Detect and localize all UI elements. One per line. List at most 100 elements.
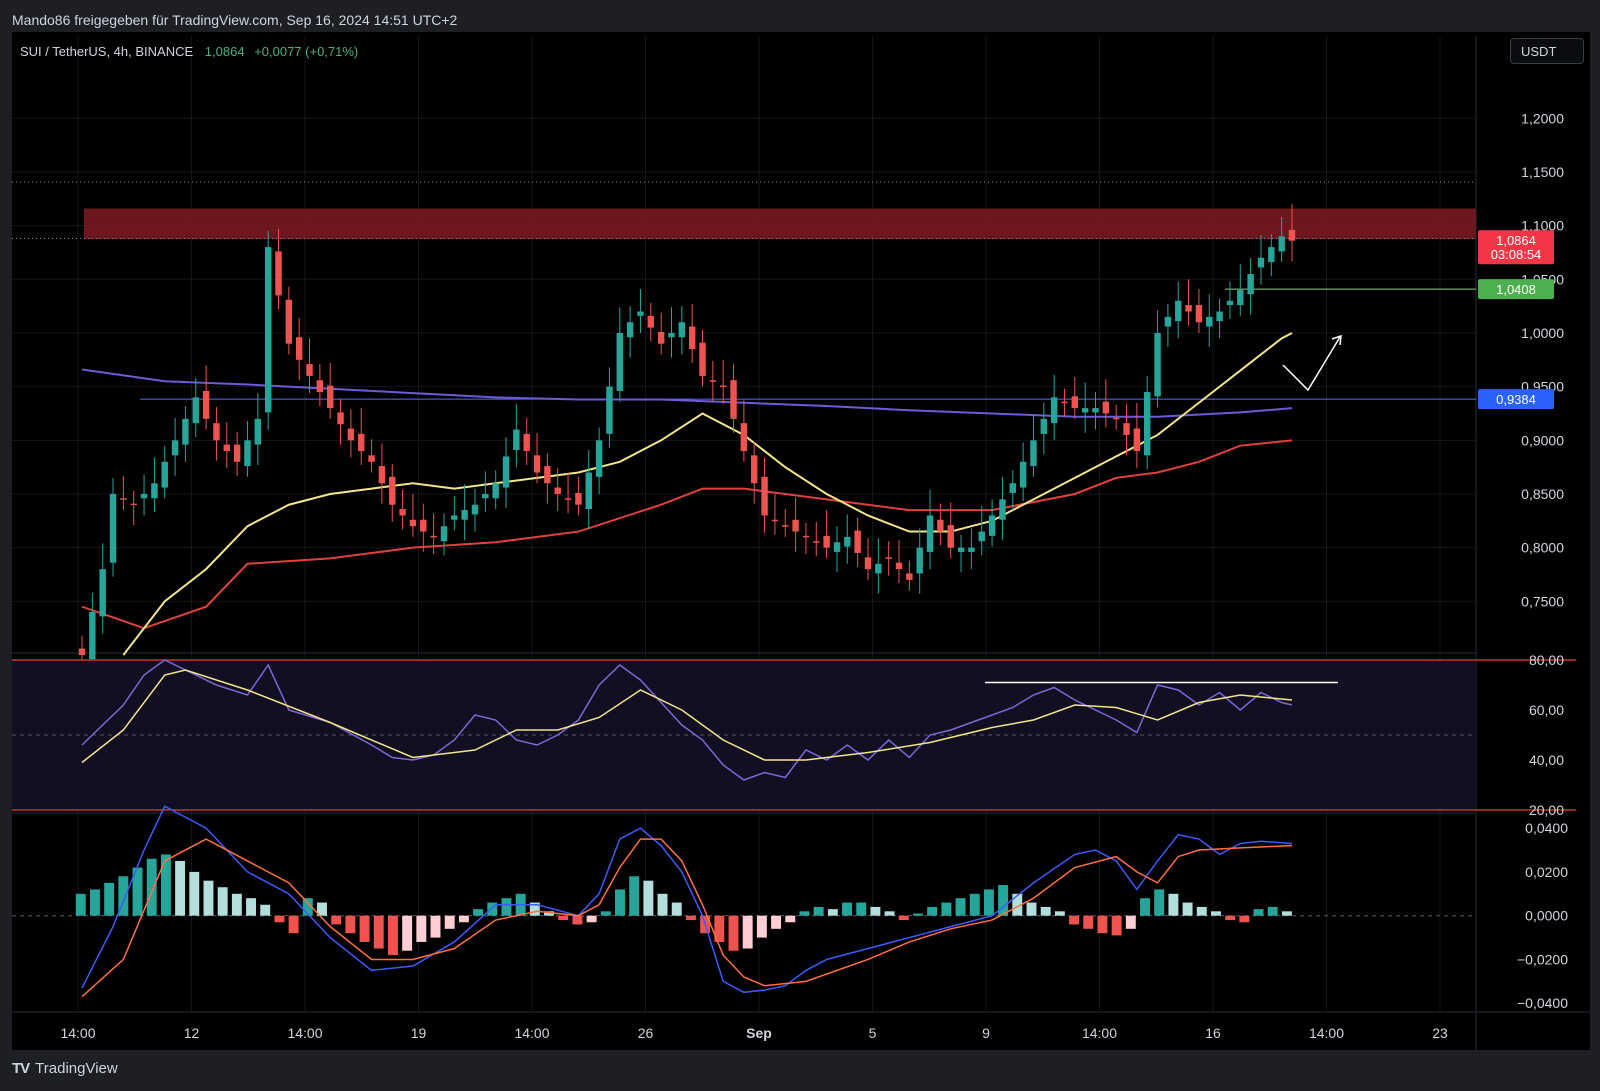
price-tick-label: 1,0000 [1521,325,1564,341]
macd-histogram-bar [856,902,867,916]
candle-body [533,455,541,473]
candle-body [368,455,375,462]
macd-histogram-bar [203,880,214,916]
currency-button[interactable]: USDT [1510,38,1584,64]
candle-body [1164,316,1172,327]
macd-histogram-bar [160,854,171,916]
macd-histogram-bar [373,915,384,949]
candle-body [399,509,406,516]
x-tick-label: 14:00 [1309,1025,1344,1041]
candle-body [326,385,334,409]
macd-histogram-bar [714,915,725,942]
price-tick-label: 1,1000 [1521,218,1564,234]
macd-histogram-bar [544,911,554,916]
macd-histogram-bar [345,915,356,934]
macd-histogram-bar [1154,889,1165,916]
candle-body [668,332,675,338]
price-tick-label: 1,1500 [1521,164,1564,180]
candle-body [730,380,737,419]
candle-body [223,444,230,452]
candle-body [1102,401,1110,414]
macd-histogram-bar [1239,915,1250,923]
macd-histogram-bar [643,880,654,916]
rsi-signal-line [81,669,1293,764]
candle-body [637,311,644,316]
macd-histogram-bar [416,915,427,942]
macd-histogram-bar [529,902,540,916]
rsi-tick-label: 80,00 [1529,652,1564,668]
macd-histogram-bar [217,887,228,916]
x-tick-label: 14:00 [514,1025,549,1041]
candle-body [688,326,696,350]
macd-histogram-bar [558,915,569,921]
price-label-badge [1478,230,1554,265]
macd-histogram-bar [927,906,938,916]
macd-tick-label: 0,0000 [1525,908,1568,924]
candle-body [916,547,923,574]
macd-histogram-bar [983,889,994,916]
candle-body [244,440,251,467]
macd-histogram-bar [302,898,313,916]
footer[interactable]: TV TradingView [12,1060,118,1077]
candle-body [1237,290,1244,306]
legend-price: 1,0864 [204,44,245,59]
candle-body [140,493,148,499]
candle-body [937,519,944,532]
macd-histogram-bar [572,915,583,925]
candle-body [347,428,355,441]
resistance-zone [84,208,1476,240]
candle-body [1154,332,1161,397]
x-tick-label: 26 [638,1025,654,1041]
macd-histogram-bar [1267,906,1278,916]
candle-body [1226,300,1234,306]
candle-body [1268,247,1275,263]
macd-histogram-bar [969,893,980,916]
candle-body [1081,408,1089,413]
candle-body [864,557,872,570]
symbol-legend[interactable]: SUI / TetherUS, 4h, BINANCE 1,0864 +0,00… [20,44,358,59]
macd-histogram-bar [118,876,129,916]
projection-arrow [1282,336,1341,392]
candle-body [885,557,892,559]
candle-body [616,332,623,391]
candle-body [647,315,655,328]
macd-histogram-bar [444,915,455,929]
macd-histogram-bar [813,906,824,916]
candle-body [1071,396,1079,409]
candle-body [182,418,189,445]
macd-histogram-bar [331,915,342,925]
x-tick-label: 16 [1205,1025,1221,1041]
price-tick-label: 0,7500 [1521,593,1564,609]
macd-histogram-bar [104,882,115,916]
macd-histogram-bar [1125,915,1136,929]
macd-histogram-bar [1012,893,1023,916]
x-tick-label: 14:00 [1082,1025,1117,1041]
x-tick-label: 19 [411,1025,427,1041]
macd-histogram-bar [1069,915,1080,925]
candle-body [1133,428,1141,452]
macd-histogram-bar [1083,915,1094,929]
macd-histogram-bar [288,915,299,934]
candle-body [575,492,582,505]
candle-body [316,380,324,393]
candle-body [906,573,913,580]
candle-body [947,525,954,548]
candle-body [771,519,779,522]
macd-histogram-bar [1182,902,1193,916]
x-tick-label: 12 [184,1025,200,1041]
x-tick-label: 14:00 [287,1025,322,1041]
macd-histogram-bar [728,915,739,951]
x-tick-label: 23 [1432,1025,1448,1041]
candle-body [120,498,127,500]
candle-body [544,466,551,484]
macd-line [81,805,1293,994]
price-label-badge [1478,389,1554,410]
macd-histogram-bar [1054,911,1065,916]
candle-body [213,423,220,441]
macd-histogram-bar [1210,911,1221,916]
rsi-tick-label: 20,00 [1529,802,1564,818]
macd-histogram-bar [884,911,895,916]
macd-tick-label: 0,0400 [1525,820,1568,836]
macd-histogram-bar [1140,898,1150,916]
